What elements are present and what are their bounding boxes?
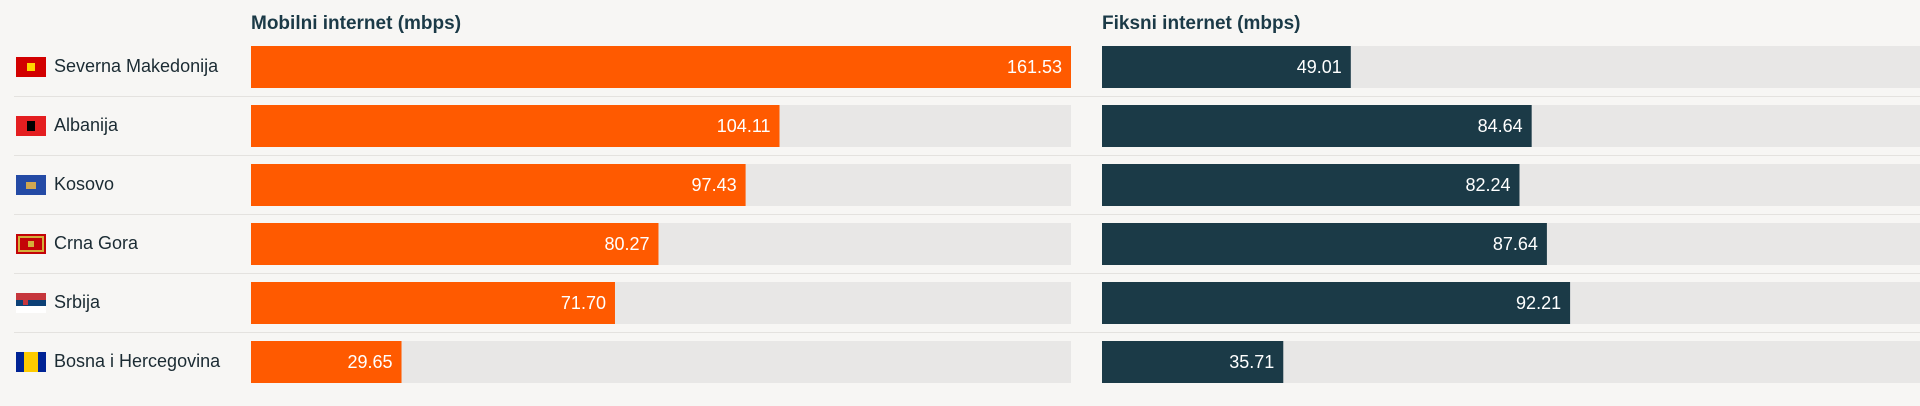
value-label: 82.24 [1465, 175, 1510, 195]
value-label: 104.11 [717, 116, 771, 136]
category-label: Albanija [54, 115, 119, 135]
value-label: 35.71 [1229, 352, 1274, 372]
flag [28, 241, 34, 247]
bar [251, 223, 659, 265]
value-label: 87.64 [1493, 234, 1538, 254]
value-label: 29.65 [347, 352, 392, 372]
value-label: 80.27 [604, 234, 649, 254]
flag [26, 182, 36, 189]
category-label: Kosovo [54, 174, 114, 194]
bar [251, 282, 615, 324]
bar [1102, 164, 1520, 206]
flag [16, 300, 46, 306]
flag [24, 352, 38, 372]
flag [23, 296, 28, 305]
bar [251, 105, 780, 147]
flag [16, 306, 46, 313]
category-label: Srbija [54, 292, 101, 312]
value-label: 49.01 [1297, 57, 1342, 77]
bar [1102, 223, 1547, 265]
bar [1102, 282, 1571, 324]
value-label: 97.43 [692, 175, 737, 195]
bar [251, 164, 746, 206]
bar [1102, 46, 1351, 88]
flag [16, 293, 46, 300]
flag [27, 63, 35, 71]
value-label: 71.70 [561, 293, 606, 313]
category-label: Bosna i Hercegovina [54, 351, 221, 371]
panel-title: Mobilni internet (mbps) [251, 13, 461, 34]
bar [251, 46, 1071, 88]
category-label: Crna Gora [54, 233, 139, 253]
value-label: 161.53 [1007, 57, 1062, 77]
category-label: Severna Makedonija [54, 56, 219, 76]
value-label: 92.21 [1516, 293, 1561, 313]
bar [251, 341, 402, 383]
bar [1102, 341, 1284, 383]
flag [27, 121, 35, 131]
bar [1102, 105, 1532, 147]
panel-title: Fiksni internet (mbps) [1102, 13, 1300, 34]
value-label: 84.64 [1478, 116, 1523, 136]
